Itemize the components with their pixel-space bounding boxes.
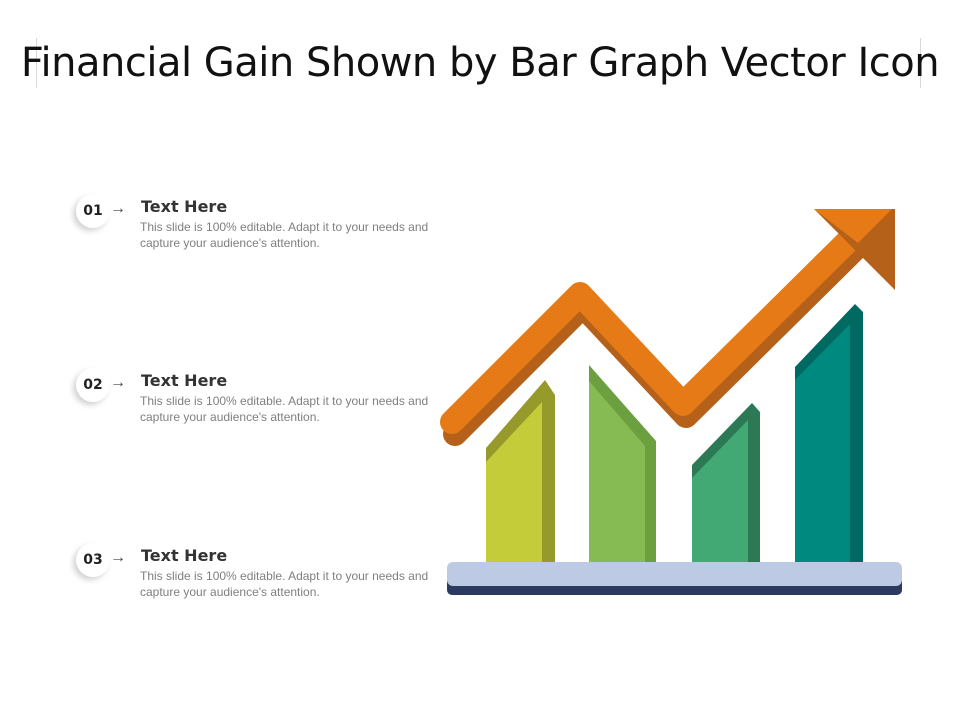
item-description: This slide is 100% editable. Adapt it to… — [140, 394, 429, 424]
base-platform — [447, 562, 902, 586]
item-description: This slide is 100% editable. Adapt it to… — [140, 569, 429, 599]
item-title: Text Here — [141, 371, 228, 390]
item-title: Text Here — [141, 546, 228, 565]
step-number-badge: 01 — [76, 194, 110, 228]
right-arrow-icon: → — [110, 374, 126, 391]
item-title: Text Here — [141, 197, 228, 216]
trend-arrow — [440, 209, 895, 446]
step-number-badge: 03 — [76, 543, 110, 577]
item-description: This slide is 100% editable. Adapt it to… — [140, 220, 429, 250]
bar-1 — [486, 380, 555, 562]
step-number-badge: 02 — [76, 368, 110, 402]
right-arrow-icon: → — [110, 200, 126, 217]
bar-4 — [795, 304, 863, 562]
page-title: Financial Gain Shown by Bar Graph Vector… — [20, 40, 940, 86]
bar-2 — [589, 365, 656, 562]
title-divider-right — [920, 38, 921, 88]
right-arrow-icon: → — [110, 549, 126, 566]
bar-3 — [692, 403, 760, 562]
title-divider-left — [36, 38, 37, 88]
